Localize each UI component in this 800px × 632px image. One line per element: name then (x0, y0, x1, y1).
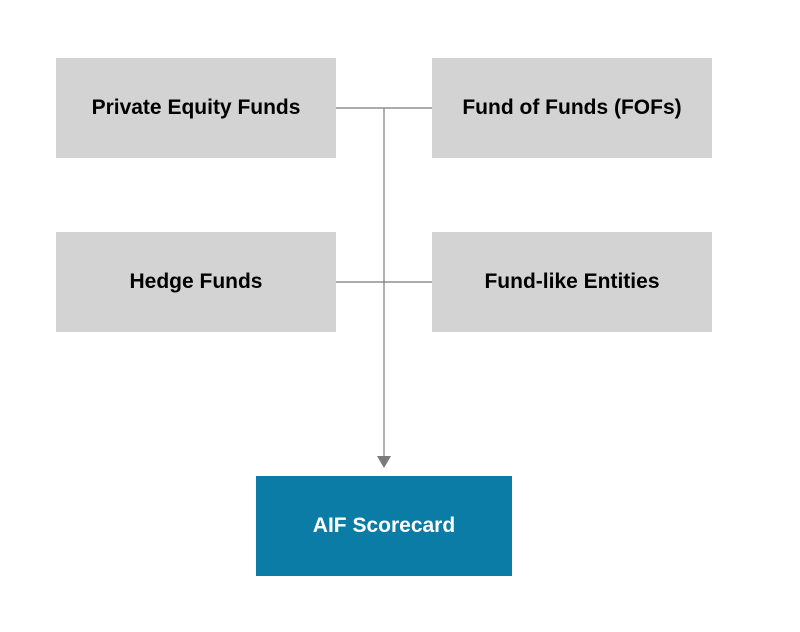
node-label-hedge: Hedge Funds (129, 269, 262, 294)
node-fof: Fund of Funds (FOFs) (432, 58, 712, 158)
node-scorecard: AIF Scorecard (256, 476, 512, 576)
node-label-pe: Private Equity Funds (92, 95, 301, 120)
diagram-canvas: Private Equity Funds Fund of Funds (FOFs)… (0, 0, 800, 632)
node-hedge: Hedge Funds (56, 232, 336, 332)
node-label-scorecard: AIF Scorecard (313, 513, 455, 538)
node-pe: Private Equity Funds (56, 58, 336, 158)
node-label-fof: Fund of Funds (FOFs) (462, 95, 681, 120)
node-fle: Fund-like Entities (432, 232, 712, 332)
node-label-fle: Fund-like Entities (484, 269, 659, 294)
